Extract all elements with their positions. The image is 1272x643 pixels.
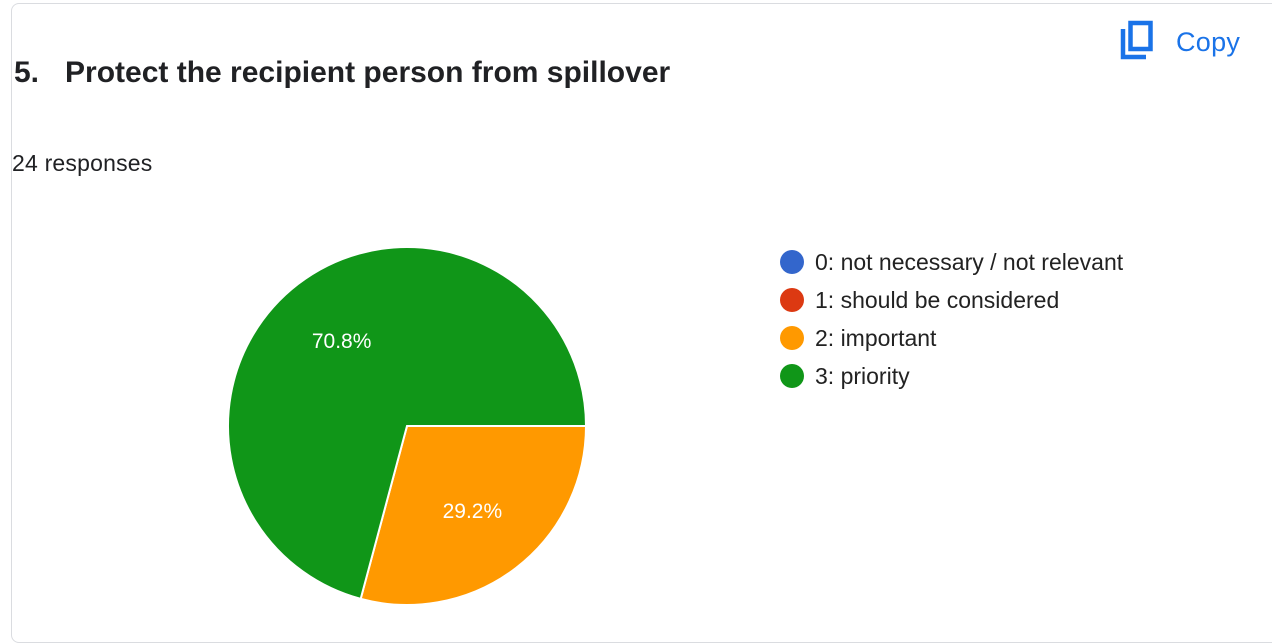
legend-label: 1: should be considered — [815, 286, 1060, 313]
legend-item: 0: not necessary / not relevant — [780, 243, 1123, 281]
legend-swatch — [780, 250, 804, 274]
pie-slice-2 — [359, 425, 588, 606]
legend-swatch — [780, 288, 804, 312]
legend-item: 3: priority — [780, 357, 1123, 395]
copy-button[interactable]: Copy — [1118, 16, 1268, 68]
legend-label: 3: priority — [815, 362, 910, 389]
pie-slice-3 — [227, 246, 588, 601]
pie-chart: 29.2% 70.8% — [227, 246, 588, 606]
slice-percent-label: 70.8% — [312, 330, 372, 353]
chart-legend: 0: not necessary / not relevant 1: should… — [780, 243, 1123, 395]
copy-icon — [1118, 20, 1154, 65]
legend-label: 0: not necessary / not relevant — [815, 248, 1124, 275]
response-count: 24 responses — [12, 150, 153, 176]
legend-swatch — [780, 326, 804, 350]
slice-percent-label: 29.2% — [443, 500, 503, 523]
legend-item: 2: important — [780, 319, 1123, 357]
question-text: Protect the recipient person from spillo… — [65, 56, 671, 89]
legend-swatch — [780, 364, 804, 388]
legend-label: 2: important — [815, 324, 937, 351]
legend-item: 1: should be considered — [780, 281, 1123, 319]
question-title: 5. Protect the recipient person from spil… — [14, 56, 670, 90]
question-number: 5. — [14, 56, 40, 89]
copy-label: Copy — [1176, 26, 1241, 57]
